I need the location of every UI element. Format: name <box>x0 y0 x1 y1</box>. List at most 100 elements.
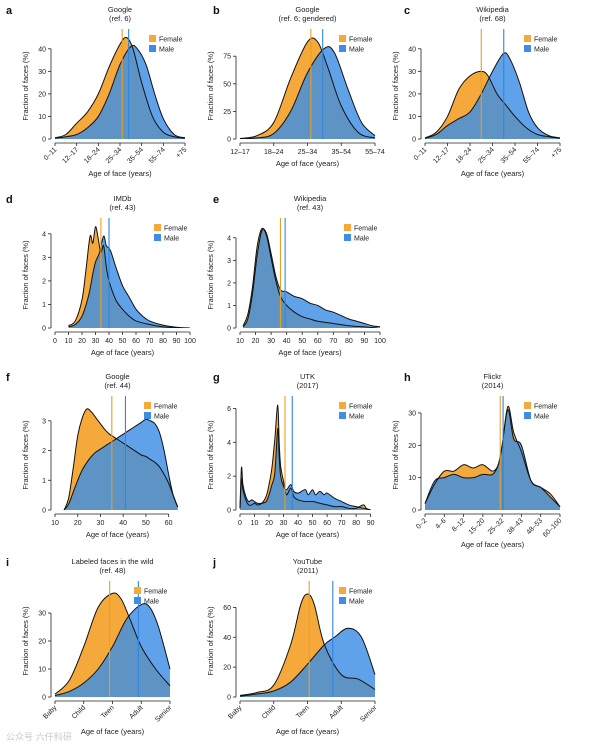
y-tick-label: 10 <box>38 114 46 121</box>
x-tick-label: 55–74 <box>148 146 167 165</box>
series-areas <box>424 405 561 510</box>
panel-subtitle: (2017) <box>297 381 319 390</box>
legend: Female Male <box>134 587 167 606</box>
x-tick-label: 18–24 <box>455 146 474 165</box>
x-axis-title: Age of face (years) <box>276 530 340 539</box>
legend-label-male: Male <box>349 414 364 421</box>
panel-letter: g <box>213 372 220 384</box>
y-tick-label: 30 <box>38 611 46 618</box>
x-tick-label: 90 <box>173 338 181 345</box>
x-tick-label: 50 <box>298 338 306 345</box>
legend: Female Male <box>524 35 557 54</box>
female-outline <box>424 70 561 139</box>
panel-letter: j <box>212 557 216 569</box>
legend-swatch-female <box>339 402 346 409</box>
female-area <box>240 593 375 697</box>
legend: Female Male <box>339 402 372 421</box>
legend-swatch-male <box>339 597 346 604</box>
legend-label-female: Female <box>349 589 372 596</box>
panel-title: Google <box>105 372 129 381</box>
y-tick-label: 2 <box>42 448 46 455</box>
y-tick-label: 40 <box>408 46 416 53</box>
panel-j: j YouTube(2011) 0 20 40 60 Baby Child Teen Adult S… <box>206 557 379 736</box>
legend-label-male: Male <box>159 47 174 54</box>
x-tick-label: Child <box>261 704 277 720</box>
y-tick-label: 40 <box>38 46 46 53</box>
x-tick-label: 70 <box>329 338 337 345</box>
legend-label-female: Female <box>144 589 167 596</box>
male-outline <box>239 46 376 139</box>
male-outline <box>239 627 376 697</box>
legend-swatch-female <box>524 35 531 42</box>
legend-swatch-male <box>524 412 531 419</box>
x-tick-label: 10 <box>251 520 259 527</box>
male-area <box>55 603 170 697</box>
series-areas <box>68 226 191 328</box>
x-tick-label: Adult <box>128 704 144 720</box>
y-tick-label: 30 <box>408 410 416 417</box>
panel-f: f Google(ref. 44) 0 1 2 3 10 20 30 40 50 60 Age of f… <box>6 372 179 539</box>
legend-swatch-female <box>149 35 156 42</box>
panel-subtitle: (ref. 6) <box>109 14 132 23</box>
y-tick-label: 20 <box>38 639 46 646</box>
male-outline <box>54 44 186 139</box>
y-tick-label: 30 <box>408 69 416 76</box>
y-axis-title: Fraction of faces (%) <box>21 420 30 490</box>
panel-e: e Wikipedia(ref. 43) 0 1 2 3 4 10 20 30 40 50 60 70 80… <box>206 194 386 357</box>
legend-label-female: Female <box>349 37 372 44</box>
y-axis-title: Fraction of faces (%) <box>21 606 30 676</box>
y-tick-label: 20 <box>38 91 46 98</box>
x-tick-label: 20 <box>78 338 86 345</box>
legend-swatch-male <box>149 45 156 52</box>
male-area <box>240 628 375 697</box>
panel-letter: a <box>6 5 13 17</box>
male-area <box>240 46 375 139</box>
male-outline <box>54 603 171 697</box>
panel-title: Google <box>108 5 132 14</box>
x-tick-label: 60 <box>323 520 331 527</box>
x-tick-label: Baby <box>42 704 59 721</box>
x-tick-label: 20 <box>252 338 260 345</box>
watermark: 公众号 六仟科研 <box>6 731 72 743</box>
y-axis-title: Fraction of faces (%) <box>206 240 215 310</box>
x-tick-label: 15–20 <box>468 517 487 536</box>
y-tick-label: 10 <box>408 114 416 121</box>
x-axis-title: Age of face (years) <box>276 159 340 168</box>
y-axis-title: Fraction of faces (%) <box>391 420 400 490</box>
y-tick-label: 40 <box>223 635 231 642</box>
legend-label-male: Male <box>349 599 364 606</box>
y-tick-label: 20 <box>408 91 416 98</box>
series-areas <box>424 52 561 139</box>
panel-b: b Google(ref. 6; gendered) 0 25 50 75 12–17 18–… <box>206 5 385 168</box>
y-axis-title: Fraction of faces (%) <box>206 420 215 490</box>
y-tick-label: 2 <box>227 474 231 481</box>
panel-letter: b <box>213 5 220 17</box>
panel-title: Labeled faces in the wild <box>71 557 153 566</box>
y-axis-title: Fraction of faces (%) <box>21 240 30 310</box>
legend-label-female: Female <box>354 226 377 233</box>
x-tick-label: 50 <box>309 520 317 527</box>
panel-i: i Labeled faces in the wild(ref. 48) 0 10 20… <box>6 557 174 736</box>
y-tick-label: 4 <box>227 440 231 447</box>
male-area <box>240 428 371 510</box>
x-tick-label: 70 <box>146 338 154 345</box>
x-tick-label: Senior <box>359 704 379 724</box>
y-tick-label: 3 <box>227 258 231 265</box>
y-tick-label: 1 <box>227 303 231 310</box>
male-area <box>243 229 380 328</box>
panel-title: Google <box>295 5 319 14</box>
male-area <box>68 236 190 328</box>
legend-swatch-female <box>344 224 351 231</box>
x-tick-label: +75 <box>550 146 563 159</box>
panel-letter: d <box>6 194 13 206</box>
legend-label-male: Male <box>534 414 549 421</box>
x-tick-label: 60–100 <box>542 517 564 539</box>
x-tick-label: 0–11 <box>413 146 429 162</box>
x-tick-label: 60 <box>314 338 322 345</box>
x-tick-label: 25–34 <box>298 149 318 156</box>
y-tick-label: 0 <box>227 508 231 515</box>
legend-swatch-male <box>144 412 151 419</box>
x-axis-title: Age of face (years) <box>86 530 150 539</box>
x-tick-label: 70 <box>338 520 346 527</box>
x-tick-label: 12–17 <box>61 146 80 165</box>
